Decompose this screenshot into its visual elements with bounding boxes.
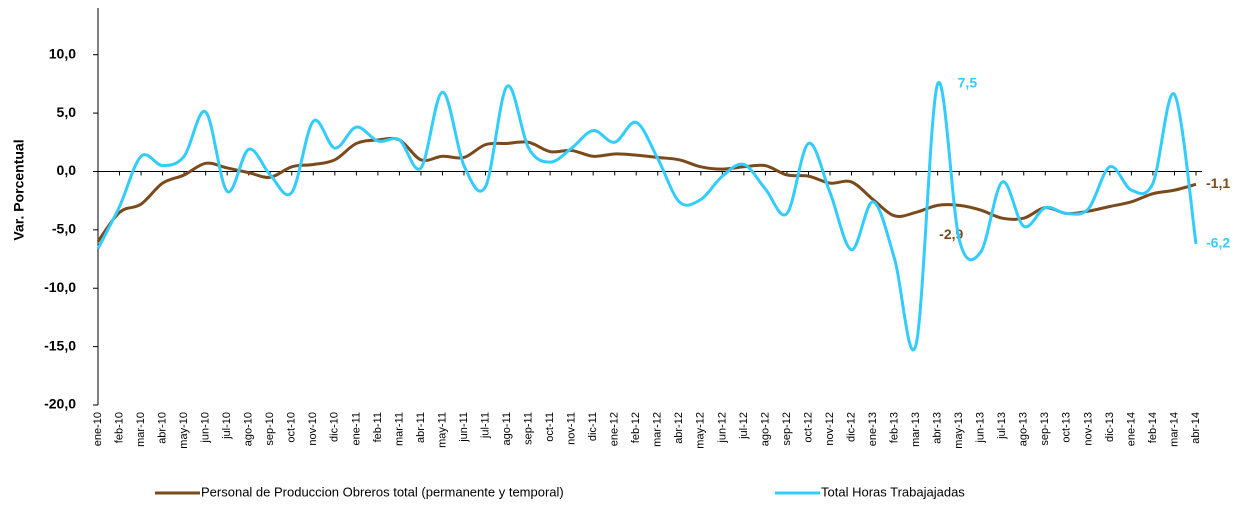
x-tick-label: dic-11	[587, 412, 599, 441]
x-tick-label: jul-13	[996, 412, 1008, 440]
x-tick-label: ago-11	[501, 412, 513, 445]
x-tick-label: jul-12	[738, 412, 750, 440]
x-tick-label: abr-13	[932, 412, 944, 444]
y-axis-label: Var. Porcentual	[11, 139, 27, 240]
x-tick-label: mar-11	[393, 412, 405, 446]
x-tick-label: feb-13	[888, 412, 900, 443]
x-tick-label: may-11	[436, 412, 448, 448]
x-tick-label: ene-12	[609, 412, 621, 446]
x-tick-label: jun-13	[975, 412, 987, 444]
x-tick-label: sep-13	[1039, 412, 1051, 446]
x-tick-label: oct-10	[286, 412, 298, 443]
legend-label: Total Horas Trabajajadas	[821, 484, 965, 499]
x-tick-label: nov-11	[566, 412, 578, 445]
x-tick-label: ene-11	[350, 412, 362, 445]
x-tick-label: jun-10	[200, 412, 212, 444]
x-tick-label: nov-12	[824, 412, 836, 446]
x-tick-label: mar-10	[135, 412, 147, 447]
x-tick-label: dic-10	[329, 412, 341, 442]
x-tick-label: sep-10	[264, 412, 276, 446]
y-tick-label: 10,0	[49, 45, 76, 61]
x-tick-label: feb-14	[1147, 412, 1159, 443]
x-tick-label: dic-13	[1104, 412, 1116, 442]
x-tick-label: jun-12	[716, 412, 728, 444]
x-tick-label: dic-12	[845, 412, 857, 442]
y-tick-label: 5,0	[57, 104, 77, 120]
x-tick-label: mar-14	[1168, 412, 1180, 447]
x-tick-label: ago-13	[1018, 412, 1030, 446]
x-tick-label: jun-11	[458, 412, 470, 443]
y-tick-label: -5,0	[52, 221, 76, 237]
x-tick-label: ene-13	[867, 412, 879, 446]
x-tick-label: sep-11	[522, 412, 534, 445]
series-line	[96, 81, 1198, 352]
x-tick-label: may-10	[178, 412, 190, 449]
x-tick-label: may-12	[695, 412, 707, 449]
series-line	[96, 136, 1197, 243]
x-tick-label: jul-11	[479, 412, 491, 439]
x-tick-label: ago-10	[243, 412, 255, 446]
x-tick-label: ene-14	[1125, 412, 1137, 446]
x-tick-label: feb-10	[113, 412, 125, 443]
x-tick-label: mar-13	[910, 412, 922, 447]
value-label: 7,5	[958, 75, 978, 91]
x-tick-label: oct-12	[802, 412, 814, 443]
x-tick-label: ene-10	[92, 412, 104, 446]
x-tick-label: jul-10	[221, 412, 233, 440]
y-tick-label: 0,0	[57, 162, 77, 178]
y-tick-label: -10,0	[44, 279, 76, 295]
value-label: -6,2	[1206, 235, 1230, 251]
legend-label: Personal de Produccion Obreros total (pe…	[201, 484, 564, 499]
y-tick-label: -15,0	[44, 337, 76, 353]
value-label: -1,1	[1206, 175, 1230, 191]
x-tick-label: may-13	[953, 412, 965, 449]
x-tick-label: feb-12	[630, 412, 642, 443]
x-tick-label: nov-10	[307, 412, 319, 446]
y-tick-label: -20,0	[44, 396, 76, 412]
x-tick-label: abr-11	[415, 412, 427, 443]
x-tick-label: oct-11	[544, 412, 556, 442]
x-tick-label: mar-12	[652, 412, 664, 447]
x-tick-label: abr-12	[673, 412, 685, 444]
x-tick-label: sep-12	[781, 412, 793, 446]
x-tick-label: nov-13	[1082, 412, 1094, 446]
x-tick-label: abr-14	[1190, 412, 1202, 444]
x-tick-label: abr-10	[156, 412, 168, 444]
x-tick-label: feb-11	[372, 412, 384, 442]
x-tick-label: ago-12	[759, 412, 771, 446]
x-tick-label: oct-13	[1061, 412, 1073, 443]
